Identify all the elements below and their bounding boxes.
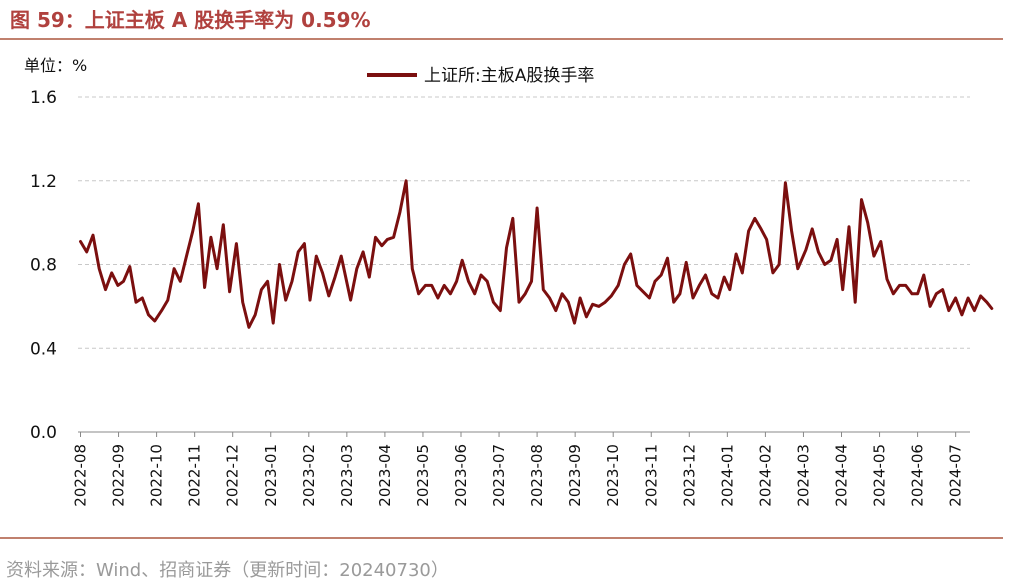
x-tick-label: 2024-07 [947,444,965,507]
x-tick-label: 2023-01 [262,444,280,507]
legend: 上证所:主板A股换手率 [367,66,594,86]
x-tick-label: 2024-05 [871,444,889,507]
x-tick-label: 2023-05 [414,444,432,507]
x-tick-label: 2023-09 [566,444,584,507]
legend-label: 上证所:主板A股换手率 [424,66,594,86]
y-tick-label: 0.0 [30,423,57,443]
x-tick-label: 2023-03 [338,444,356,507]
title-divider [0,38,1003,40]
y-gridlines [78,96,970,349]
x-tick-label: 2024-04 [833,444,851,507]
series-layer [79,179,994,329]
x-tick-label: 2023-04 [376,444,394,507]
x-tick-label: 2023-07 [490,444,508,507]
y-unit-label: 单位：% [24,56,88,75]
y-tick-label: 0.8 [30,256,57,276]
y-tick-labels: 0.0 0.4 0.8 1.2 1.6 [30,88,57,443]
y-tick-label: 0.4 [30,339,57,359]
x-tick-label: 2024-06 [909,444,927,507]
x-tick-label: 2022-09 [110,444,128,507]
x-tick-label: 2023-11 [642,444,660,507]
figure-title: 图 59：上证主板 A 股换手率为 0.59% [10,8,371,32]
x-tick-label: 2024-02 [756,444,774,507]
x-tick-label: 2022-08 [72,444,90,507]
x-tick-label: 2023-12 [680,444,698,507]
x-tick-label: 2022-11 [186,444,204,507]
x-tick-label: 2024-01 [718,444,736,507]
x-tick-label: 2023-02 [300,444,318,507]
x-axis [78,431,970,437]
y-tick-label: 1.2 [30,172,57,192]
y-tick-label: 1.6 [30,88,57,108]
x-tick-label: 2024-03 [794,444,812,507]
x-tick-label: 2023-08 [528,444,546,507]
source-note: 资料来源：Wind、招商证券（更新时间：20240730） [6,560,449,581]
x-tick-label: 2022-10 [148,444,166,507]
series-line-0 [79,179,994,329]
x-tick-labels: 2022-08 2022-09 2022-10 2022-11 2022-12 2023-… [72,444,965,507]
x-tick-label: 2023-06 [452,444,470,507]
x-tick-label: 2022-12 [224,444,242,507]
source-divider [0,537,1003,539]
x-tick-label: 2023-10 [604,444,622,507]
